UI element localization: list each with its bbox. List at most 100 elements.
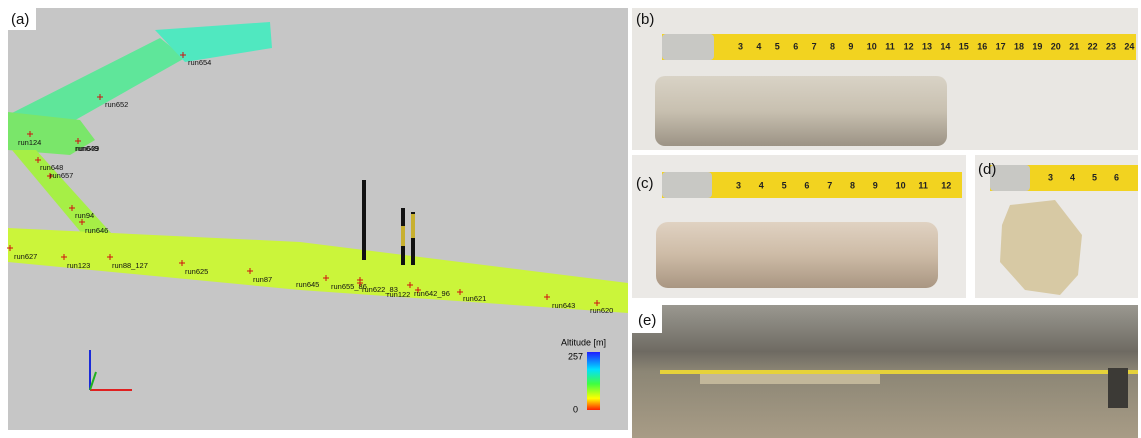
run-label: run625	[185, 267, 208, 276]
tunnel	[8, 112, 95, 155]
tape-number: 6	[1114, 172, 1119, 182]
tape-number: 14	[940, 41, 950, 51]
legend-min: 0	[573, 404, 578, 414]
run-marker	[457, 289, 463, 295]
borehole	[411, 212, 415, 265]
tape-number: 4	[756, 41, 761, 51]
run-marker	[179, 260, 185, 266]
altitude-colorbar	[587, 352, 600, 410]
tape-number: 13	[922, 41, 932, 51]
run-marker	[323, 275, 329, 281]
tape-number: 9	[873, 180, 878, 190]
run-label: run123	[67, 261, 90, 270]
run-label: run655_86	[331, 282, 367, 291]
tape-number: 11	[885, 41, 895, 51]
tape-number: 6	[804, 180, 809, 190]
run-label: run621	[463, 294, 486, 303]
run-label: run646	[85, 226, 108, 235]
tunnel	[12, 150, 112, 236]
tape	[662, 34, 1136, 60]
run-label: run124	[18, 138, 41, 147]
tape-number: 5	[775, 41, 780, 51]
run-marker	[407, 282, 413, 288]
label-bg	[8, 8, 36, 30]
run-label: run654	[188, 58, 211, 67]
run-label: run648	[40, 163, 63, 172]
run-marker	[61, 254, 67, 260]
run-label: run657	[50, 171, 73, 180]
tape-number: 22	[1088, 41, 1098, 51]
tape-number: 9	[848, 41, 853, 51]
run-marker	[27, 131, 33, 137]
tape	[660, 370, 1138, 374]
tape-number: 11	[918, 180, 928, 190]
run-marker	[247, 268, 253, 274]
tape-number: 21	[1069, 41, 1079, 51]
tape-case	[1108, 368, 1128, 408]
rock-fragment	[1000, 200, 1082, 295]
panel-label: (c)	[636, 175, 654, 192]
run-label: run649	[75, 144, 98, 153]
tape-number: 4	[759, 180, 764, 190]
tape-number: 6	[793, 41, 798, 51]
run-marker	[79, 219, 85, 225]
run-label: run645	[296, 280, 319, 289]
run-marker	[7, 245, 13, 251]
tape-number: 5	[782, 180, 787, 190]
panel-label: (b)	[636, 11, 654, 28]
label-bg	[632, 305, 662, 333]
borehole	[401, 226, 405, 246]
tape-hook	[990, 165, 1030, 191]
run-label: run88_127	[112, 261, 148, 270]
run-marker	[35, 157, 41, 163]
tape-number: 19	[1032, 41, 1042, 51]
tape-number: 24	[1124, 41, 1134, 51]
tape-number: 10	[867, 41, 877, 51]
tape-hook	[662, 34, 714, 60]
core-row	[700, 374, 880, 384]
run-marker	[180, 52, 186, 58]
run-label: run87	[253, 275, 272, 284]
run-label: run620	[590, 306, 613, 315]
tape-number: 15	[959, 41, 969, 51]
tape-number: 12	[941, 180, 951, 190]
tape-number: 12	[904, 41, 914, 51]
tunnel	[8, 228, 628, 313]
run-marker	[594, 300, 600, 306]
run-label: run652	[105, 100, 128, 109]
run-label: run627	[14, 252, 37, 261]
run-marker	[544, 294, 550, 300]
panel-label: (e)	[638, 312, 656, 329]
tape-number: 17	[996, 41, 1006, 51]
tape-number: 7	[812, 41, 817, 51]
tape-number: 18	[1014, 41, 1024, 51]
tape-number: 3	[736, 180, 741, 190]
tape-number: 8	[830, 41, 835, 51]
core	[655, 76, 947, 146]
tape-number: 20	[1051, 41, 1061, 51]
tunnel	[155, 22, 272, 62]
run-marker	[107, 254, 113, 260]
tape-number: 4	[1070, 172, 1075, 182]
tape-number: 23	[1106, 41, 1116, 51]
run-marker	[75, 138, 81, 144]
run-label: run639	[76, 144, 99, 153]
run-label: run642_96	[414, 289, 450, 298]
tape-number: 3	[1048, 172, 1053, 182]
run-label: run94	[75, 211, 94, 220]
legend-title: Altitude [m]	[561, 337, 606, 347]
borehole	[411, 214, 415, 238]
legend-max: 257	[568, 351, 583, 361]
run-label: run122	[387, 290, 410, 299]
tape-hook	[662, 172, 712, 198]
run-marker	[47, 173, 53, 179]
tape-number: 5	[1092, 172, 1097, 182]
run-label: run622_83	[362, 285, 398, 294]
tape-number: 8	[850, 180, 855, 190]
run-marker	[415, 287, 421, 293]
panel-label: (a)	[11, 11, 29, 28]
panel-label: (d)	[978, 161, 996, 178]
borehole	[362, 180, 366, 260]
run-marker	[97, 94, 103, 100]
